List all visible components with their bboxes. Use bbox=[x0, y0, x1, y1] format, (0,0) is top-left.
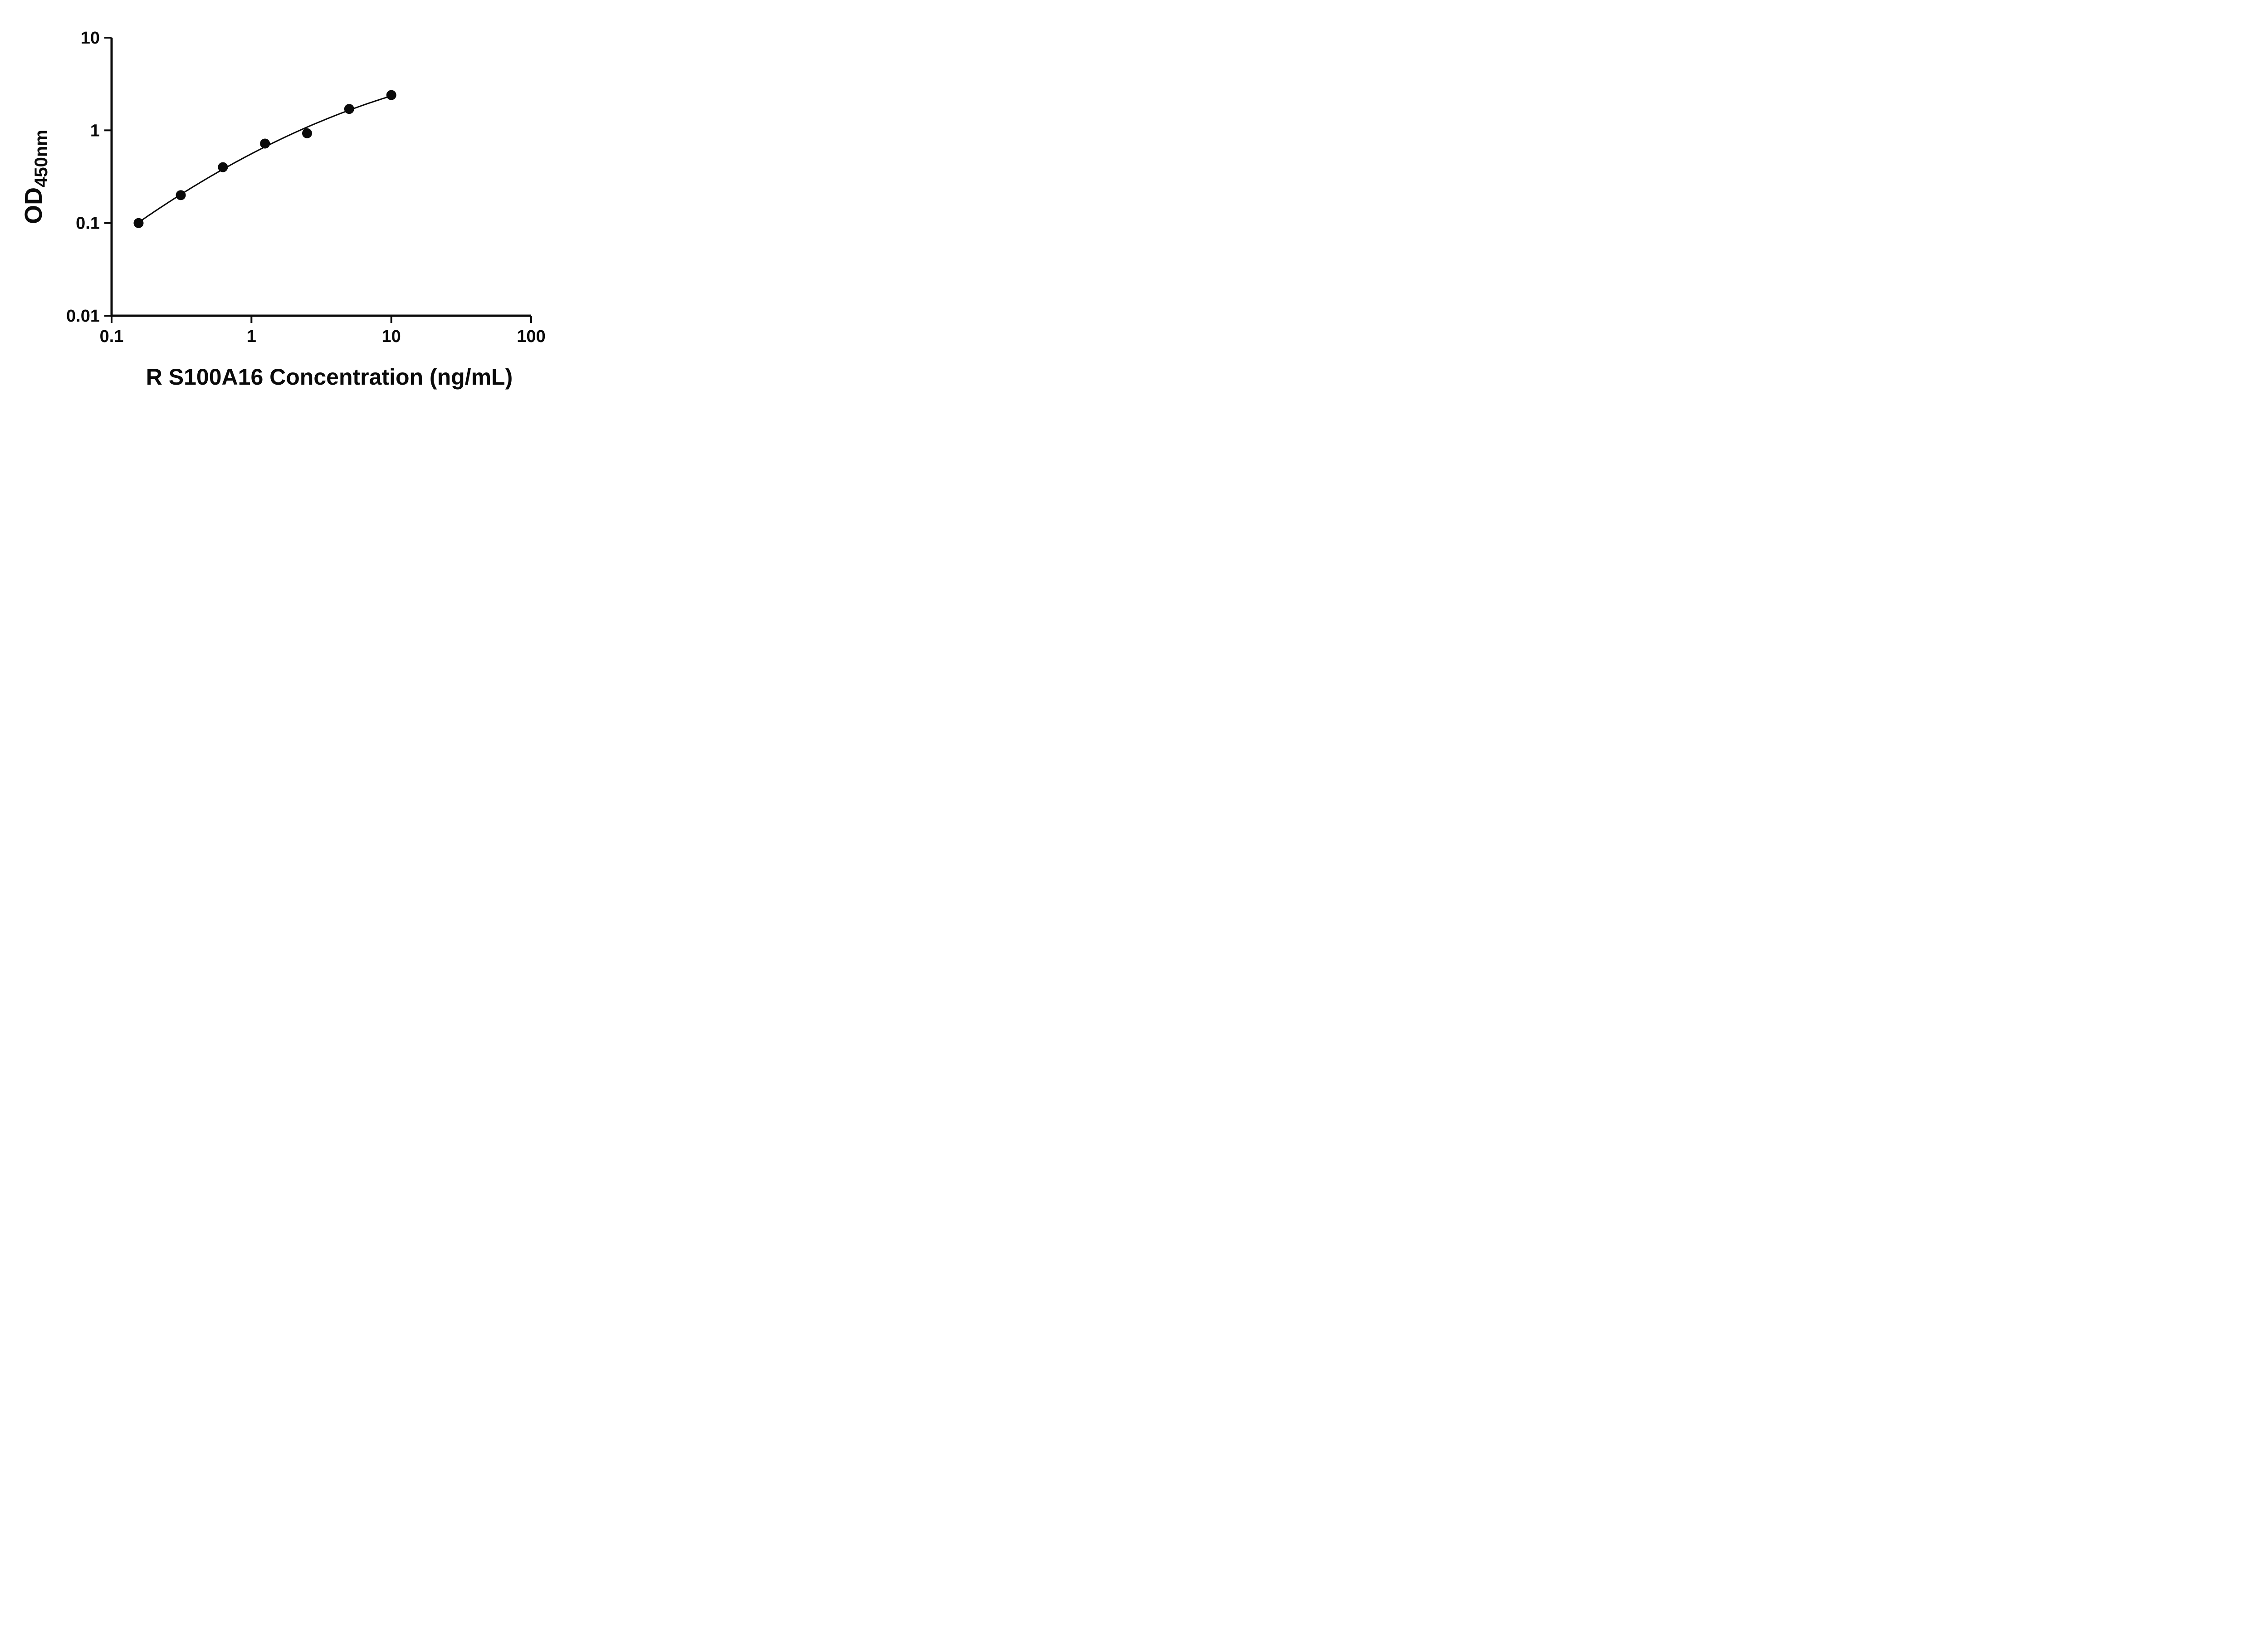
axes-layer bbox=[104, 37, 532, 323]
y-tick-label: 10 bbox=[81, 29, 100, 48]
x-tick-label: 0.1 bbox=[100, 327, 124, 346]
y-tick-label: 0.1 bbox=[76, 214, 100, 233]
data-point bbox=[133, 218, 144, 228]
y-tick-label: 1 bbox=[90, 121, 100, 140]
x-tick-label: 100 bbox=[517, 327, 545, 346]
y-axis-title-main: OD bbox=[20, 187, 47, 224]
data-point bbox=[260, 138, 270, 149]
data-point bbox=[176, 190, 186, 200]
data-point bbox=[302, 128, 312, 138]
data-point bbox=[344, 104, 354, 114]
x-axis-title: R S100A16 Concentration (ng/mL) bbox=[146, 364, 513, 390]
y-axis-title: OD450nm bbox=[20, 130, 51, 224]
x-tick-label: 10 bbox=[382, 327, 401, 346]
y-tick-label: 0.01 bbox=[66, 307, 100, 326]
series-layer bbox=[133, 90, 396, 228]
elisa-standard-curve-figure: 0.1 1 10 100 0.01 0.1 1 10 R S100A16 Concentrat… bbox=[0, 0, 583, 408]
data-point bbox=[386, 90, 396, 100]
data-point bbox=[218, 162, 228, 172]
x-tick-label: 1 bbox=[247, 327, 256, 346]
fit-line bbox=[138, 95, 392, 223]
y-axis-title-subscript: 450nm bbox=[31, 130, 51, 187]
